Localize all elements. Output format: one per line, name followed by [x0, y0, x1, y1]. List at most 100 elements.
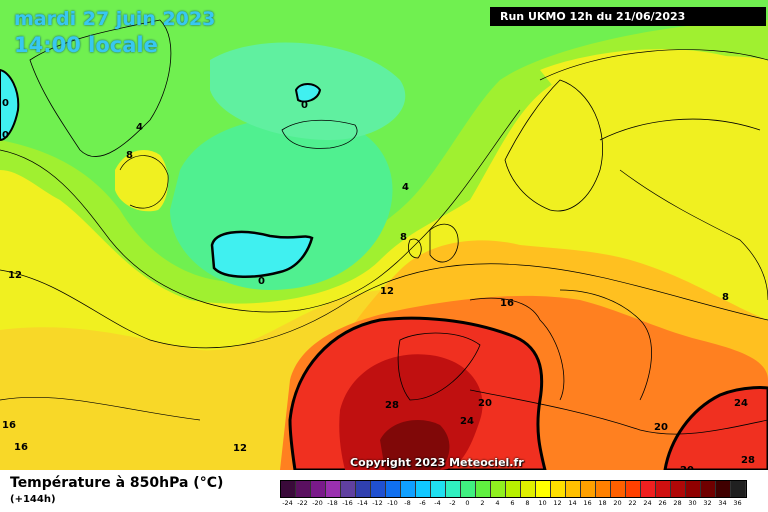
forecast-hour-label: (+144h) — [10, 494, 56, 505]
scale-tick: 0 — [465, 499, 470, 507]
contour-label: 8 — [722, 292, 729, 303]
color-scale — [280, 480, 747, 498]
color-scale-ticks: -24 -22 -20 -18 -16 -14 -12 -10 -8 -6 -4 -2 0 2 4 6 8 10 1… — [280, 499, 760, 511]
scale-tick: 18 — [598, 499, 607, 507]
scale-tick: 2 — [480, 499, 485, 507]
scale-swatch — [356, 481, 371, 497]
scale-tick: 10 — [538, 499, 547, 507]
scale-tick: -24 — [282, 499, 293, 507]
contour-label: 24 — [460, 416, 474, 427]
contour-label: 20 — [654, 422, 668, 433]
scale-swatch — [461, 481, 476, 497]
contour-label: 24 — [734, 398, 748, 409]
coastlines — [29, 19, 768, 435]
contour-label: 8 — [126, 150, 133, 161]
scale-tick: 34 — [718, 499, 727, 507]
contour-label: 28 — [385, 400, 399, 411]
contour-label: 12 — [8, 270, 22, 281]
scale-swatch — [641, 481, 656, 497]
cold-pool-atlantic — [210, 230, 314, 279]
isotherms — [0, 49, 768, 421]
scale-tick: 14 — [568, 499, 577, 507]
scale-swatch — [701, 481, 716, 497]
scale-swatch — [281, 481, 296, 497]
scale-swatch — [446, 481, 461, 497]
scale-swatch — [551, 481, 566, 497]
temperature-map — [0, 0, 768, 470]
scale-swatch — [341, 481, 356, 497]
scale-tick: -6 — [419, 499, 426, 507]
scale-swatch — [296, 481, 311, 497]
contour-label: 0 — [258, 276, 265, 287]
scale-tick: -14 — [357, 499, 368, 507]
scale-tick: -8 — [404, 499, 411, 507]
cold-pool-west — [0, 68, 20, 142]
contour-label: 12 — [380, 286, 394, 297]
scale-swatch — [476, 481, 491, 497]
contour-label: 16 — [2, 420, 16, 431]
scale-swatch — [491, 481, 506, 497]
variable-label: Température à 850hPa (°C) — [10, 475, 224, 491]
field-32 — [380, 420, 450, 470]
field-24-east — [663, 386, 768, 470]
scale-tick: 36 — [733, 499, 742, 507]
contour-label: 16 — [500, 298, 514, 309]
contour-label: 12 — [233, 443, 247, 454]
scale-swatch — [416, 481, 431, 497]
field-8-greenland — [115, 150, 169, 212]
contour-label: 0 — [301, 100, 308, 111]
scale-swatch — [581, 481, 596, 497]
contour-label: 4 — [136, 122, 143, 133]
scale-swatch — [401, 481, 416, 497]
scale-swatch — [626, 481, 641, 497]
contour-label: 8 — [400, 232, 407, 243]
scale-tick: -10 — [387, 499, 398, 507]
scale-tick: 6 — [510, 499, 515, 507]
contour-label: 20 — [478, 398, 492, 409]
forecast-time: 14:00 locale — [14, 33, 158, 57]
scale-tick: -18 — [327, 499, 338, 507]
scale-tick: -12 — [372, 499, 383, 507]
scale-swatch — [566, 481, 581, 497]
scale-swatch — [671, 481, 686, 497]
scale-swatch — [506, 481, 521, 497]
scale-tick: 4 — [495, 499, 500, 507]
scale-tick: 22 — [628, 499, 637, 507]
scale-tick: 12 — [553, 499, 562, 507]
scale-tick: -2 — [449, 499, 456, 507]
cold-pool-iceland — [294, 83, 322, 103]
scale-tick: -4 — [434, 499, 441, 507]
scale-swatch — [326, 481, 341, 497]
scale-swatch — [716, 481, 731, 497]
contour-label: 4 — [402, 182, 409, 193]
scale-swatch — [611, 481, 626, 497]
field-8-ne — [540, 49, 768, 161]
scale-swatch — [731, 481, 746, 497]
scale-swatch — [536, 481, 551, 497]
scale-tick: 30 — [688, 499, 697, 507]
copyright-text: Copyright 2023 Meteociel.fr — [350, 456, 524, 469]
scale-swatch — [686, 481, 701, 497]
scale-swatch — [371, 481, 386, 497]
scale-tick: 8 — [525, 499, 530, 507]
scale-tick: -20 — [312, 499, 323, 507]
run-info-box: Run UKMO 12h du 21/06/2023 — [490, 7, 766, 26]
scale-swatch — [521, 481, 536, 497]
scale-tick: 24 — [643, 499, 652, 507]
scale-swatch — [311, 481, 326, 497]
contour-label: 28 — [741, 455, 755, 466]
forecast-date: mardi 27 juin 2023 — [14, 8, 216, 30]
contour-label: 0 — [2, 98, 9, 109]
scale-swatch — [431, 481, 446, 497]
scale-swatch — [386, 481, 401, 497]
scale-tick: 28 — [673, 499, 682, 507]
scale-swatch — [596, 481, 611, 497]
scale-tick: 26 — [658, 499, 667, 507]
scale-tick: 16 — [583, 499, 592, 507]
scale-tick: -16 — [342, 499, 353, 507]
scale-tick: 32 — [703, 499, 712, 507]
contour-label: 16 — [14, 442, 28, 453]
scale-tick: -22 — [297, 499, 308, 507]
scale-tick: 20 — [613, 499, 622, 507]
scale-swatch — [656, 481, 671, 497]
